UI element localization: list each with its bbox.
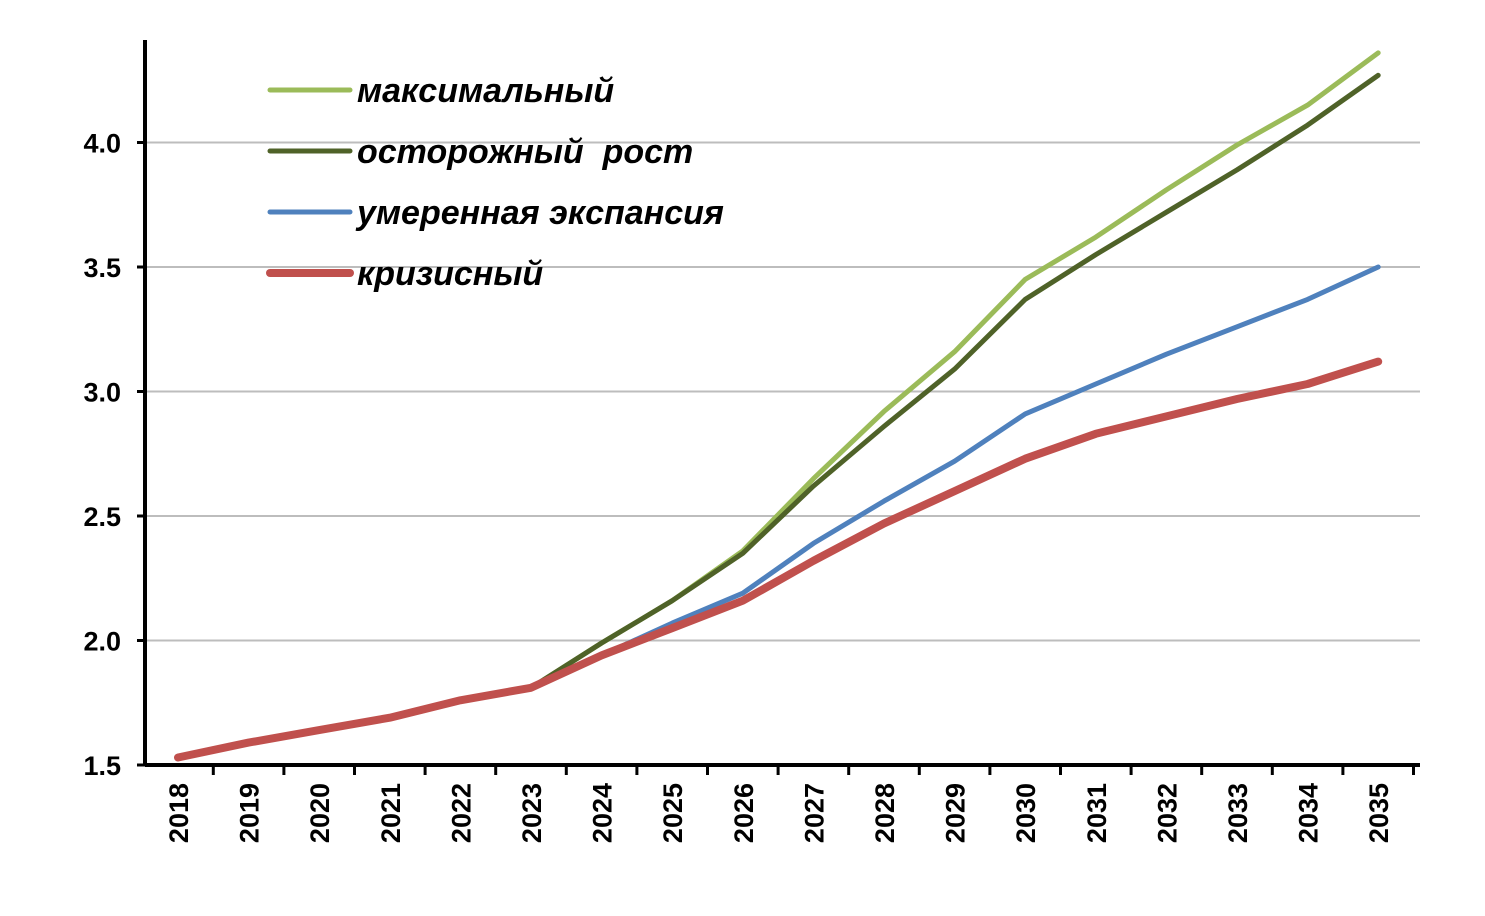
x-tick-label: 2025: [658, 783, 688, 843]
x-tick-label: 2026: [729, 783, 759, 843]
series-lines: [174, 50, 1383, 762]
y-tick-label: 1.5: [83, 751, 121, 781]
y-tick-label: 4.0: [83, 129, 121, 159]
x-tick-label: 2035: [1364, 783, 1394, 843]
legend-label: максимальный: [357, 72, 614, 110]
legend-label: осторожный рост: [357, 133, 693, 171]
y-tick-label: 2.5: [83, 502, 121, 532]
legend-label: умеренная экспансия: [355, 194, 724, 232]
x-tick-label: 2021: [376, 783, 406, 843]
y-axis-ticks: 1.5 2.0 2.5 3.0 3.5 4.0: [83, 129, 145, 781]
axes: [143, 40, 1420, 767]
x-tick-label: 2034: [1294, 783, 1324, 843]
x-tick-label: 2030: [1011, 783, 1041, 843]
x-tick-label: 2019: [235, 783, 265, 843]
y-tick-label: 3.5: [83, 253, 121, 283]
x-tick-label: 2022: [446, 783, 476, 843]
x-tick-label: 2024: [588, 783, 618, 843]
series-line-2: [175, 72, 1381, 760]
x-tick-label: 2031: [1082, 783, 1112, 843]
x-axis-ticks: 2018 2019 2020 2021 2022 2023 2024 2025 2026 2027…: [164, 765, 1415, 843]
y-tick-label: 3.0: [83, 378, 121, 408]
x-tick-label: 2029: [941, 783, 971, 843]
series-line-4: [174, 357, 1383, 762]
y-tick-label: 2.0: [83, 627, 121, 657]
gridlines: [145, 141, 1420, 642]
x-tick-label: 2018: [164, 783, 194, 843]
x-tick-label: 2028: [870, 783, 900, 843]
legend-label: кризисный: [357, 255, 543, 293]
legend: максимальный осторожный рост умеренная экс…: [266, 72, 724, 293]
x-tick-label: 2027: [799, 783, 829, 843]
x-tick-label: 2020: [305, 783, 335, 843]
x-tick-label: 2032: [1152, 783, 1182, 843]
x-tick-label: 2033: [1223, 783, 1253, 843]
x-tick-label: 2023: [517, 783, 547, 843]
